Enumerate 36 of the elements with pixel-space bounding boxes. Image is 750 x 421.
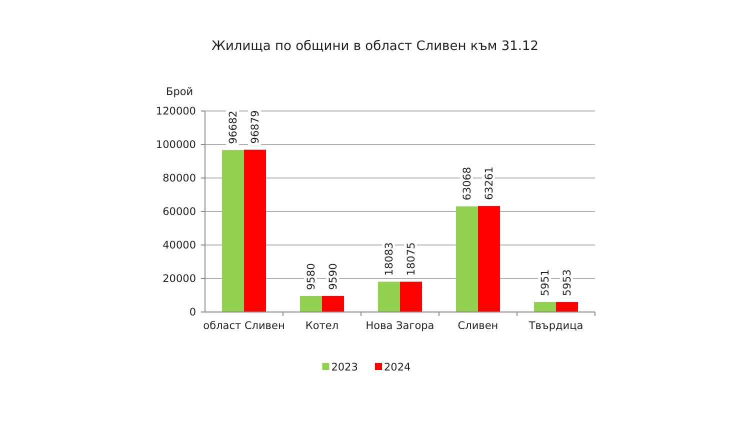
data-label: 9590 (328, 263, 340, 290)
data-label: 96682 (228, 110, 240, 144)
bar (556, 302, 578, 312)
y-tick-label: 60000 (162, 206, 196, 218)
bar (378, 282, 400, 312)
bar (456, 206, 478, 312)
chart-title: Жилища по общини в област Сливен към 31.12 (211, 39, 539, 54)
bar (300, 296, 322, 312)
legend-label: 2024 (384, 362, 412, 374)
data-label: 9580 (306, 263, 318, 290)
y-tick-label: 20000 (162, 273, 196, 286)
data-label: 63068 (462, 166, 474, 200)
data-label: 5951 (540, 269, 552, 296)
bar (400, 282, 422, 312)
y-tick-label: 100000 (156, 139, 196, 152)
legend-label: 2023 (331, 362, 358, 374)
bar (244, 150, 266, 312)
bar (222, 150, 244, 312)
x-tick-label: Сливен (458, 320, 498, 332)
y-tick-label: 120000 (156, 106, 196, 118)
data-label: 18083 (384, 242, 396, 276)
x-tick-label: област Сливен (203, 320, 285, 332)
data-label: 5953 (562, 269, 574, 296)
data-label: 63261 (484, 166, 496, 200)
y-tick-label: 80000 (162, 172, 196, 185)
x-tick-label: Нова Загора (366, 320, 434, 332)
x-tick-label: Котел (305, 320, 339, 332)
x-tick-label: Твърдица (528, 320, 584, 332)
y-axis-title: Брой (166, 86, 194, 98)
bar (478, 206, 500, 312)
y-tick-label: 0 (189, 306, 196, 319)
data-label: 18075 (406, 242, 418, 276)
y-tick-label: 40000 (162, 240, 196, 252)
data-label: 96879 (250, 110, 262, 144)
bar (322, 296, 344, 312)
bar (534, 302, 556, 312)
